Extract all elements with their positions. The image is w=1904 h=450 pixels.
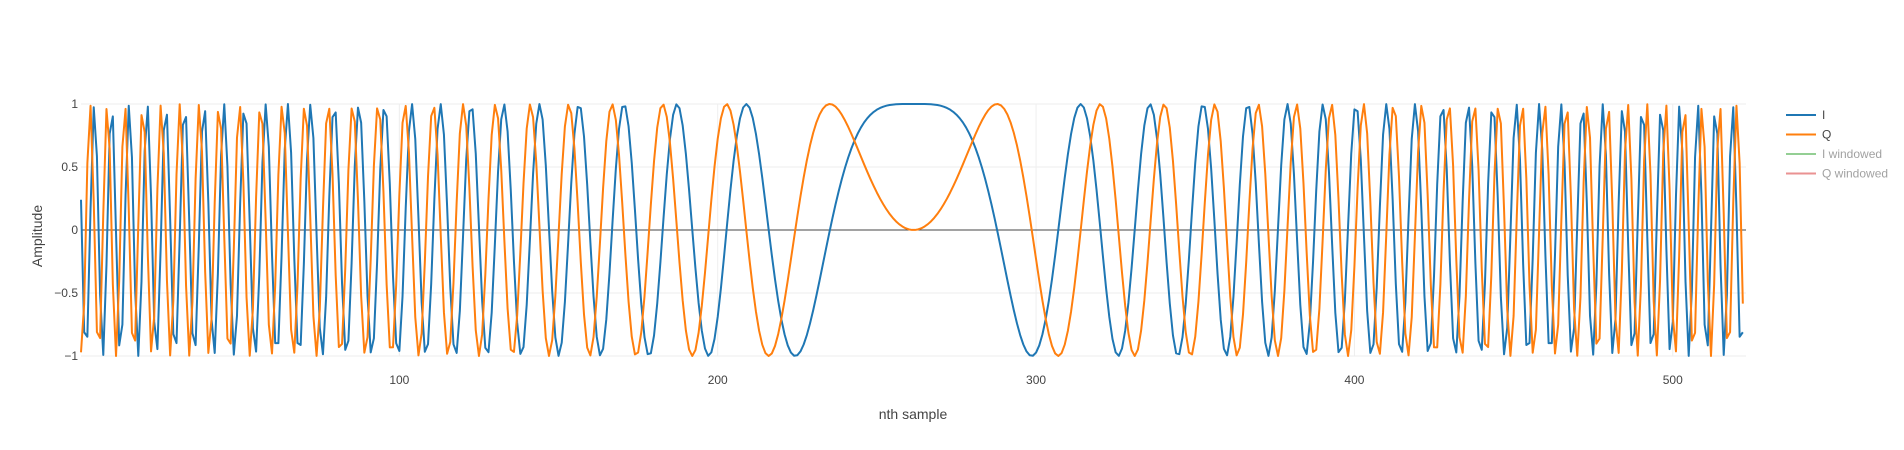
y-tick-label: −1 [64, 349, 78, 363]
x-axis-title: nth sample [879, 406, 948, 422]
legend-label: I [1822, 108, 1825, 122]
y-tick-label: 0 [71, 223, 78, 237]
legend[interactable]: IQ I windowed Q windowed [1786, 108, 1888, 181]
series-line-q [80, 103, 1744, 357]
x-axis-ticks: 100 200 300 400 500 [389, 373, 1683, 387]
legend-item-i-windowed[interactable]: I windowed [1786, 147, 1882, 161]
x-tick-label: 100 [389, 373, 409, 387]
legend-item-i[interactable]: I [1786, 108, 1825, 122]
legend-label: I windowed [1822, 147, 1882, 161]
x-tick-label: 400 [1344, 373, 1364, 387]
legend-label: Q [1822, 128, 1831, 142]
y-tick-label: 0.5 [61, 160, 78, 174]
legend-label: Q windowed [1822, 167, 1888, 181]
plot-area[interactable] [80, 103, 1744, 357]
series-line-i [80, 103, 1744, 357]
y-axis-ticks: −1 −0.5 0 0.5 1 [54, 97, 78, 363]
legend-item-q-windowed[interactable]: Q windowed [1786, 167, 1888, 181]
y-tick-label: −0.5 [54, 286, 78, 300]
y-axis-title: Amplitude [29, 205, 45, 267]
y-tick-label: 1 [71, 97, 78, 111]
x-tick-label: 500 [1663, 373, 1683, 387]
x-tick-label: 300 [1026, 373, 1046, 387]
legend-item-q[interactable]: Q [1786, 128, 1831, 142]
x-tick-label: 200 [708, 373, 728, 387]
